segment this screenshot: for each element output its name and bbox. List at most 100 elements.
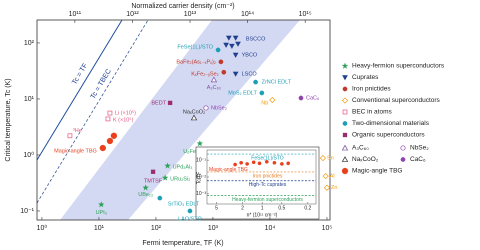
legend-marker xyxy=(400,145,406,151)
legend-marker xyxy=(342,121,348,126)
marker xyxy=(269,96,276,104)
legend-marker xyxy=(400,157,406,162)
tc-tbec-line xyxy=(36,19,149,204)
marker xyxy=(319,154,327,162)
point-label: ³He xyxy=(73,128,82,134)
point-label: UPd₂Al₃ xyxy=(173,164,193,170)
point-label: Li (×10⁵) xyxy=(115,110,136,117)
marker xyxy=(99,144,106,152)
plot-frame xyxy=(36,19,331,221)
marker xyxy=(106,137,114,145)
x-tick-label: 10² xyxy=(151,225,162,232)
inset-line-label: Iron pnictides xyxy=(253,173,283,179)
legend-label: Two-dimensional materials xyxy=(352,120,430,127)
point-label: A₃C₆₀ xyxy=(207,85,221,91)
line-label: Tc = TF xyxy=(71,62,89,86)
x-tick-label: 10⁴ xyxy=(265,225,276,232)
inset-point xyxy=(245,162,249,166)
legend-marker xyxy=(341,144,349,151)
legend-marker xyxy=(342,109,348,115)
inset-point xyxy=(286,161,290,166)
tc-tf-line xyxy=(36,19,123,161)
point-label: Zn xyxy=(331,185,337,191)
marker xyxy=(187,208,193,214)
point-label: ZrNCl EDLT xyxy=(262,80,292,86)
x2-tick-label: 10¹⁵ xyxy=(299,11,312,18)
legend-label: CaC₆ xyxy=(410,156,426,163)
point-label: Magic-angle TBG xyxy=(54,148,97,154)
point-label: FeSe(1L)/STO xyxy=(177,44,213,50)
marker xyxy=(150,169,156,174)
point-label: Al xyxy=(330,174,335,180)
marker xyxy=(110,132,118,139)
inset-x-tick-label: 0.5 xyxy=(278,205,285,211)
inset-y-tick-label: 10⁻² xyxy=(196,174,206,180)
point-label: UBe₁₃ xyxy=(138,192,153,198)
marker xyxy=(232,35,239,41)
inset-line-label: Heavy-fermion superconductors xyxy=(232,197,303,203)
inset-y-tick-label: 10⁻³ xyxy=(196,191,206,197)
marker xyxy=(161,174,169,181)
inset-frame xyxy=(195,146,320,220)
inset-y-title: Tc/TF xyxy=(196,172,202,185)
x-tick-label: 10³ xyxy=(208,225,219,232)
marker xyxy=(229,43,235,49)
marker xyxy=(164,162,171,169)
point-label: SrTiO₃ EDLT xyxy=(168,202,200,208)
marker xyxy=(97,201,105,208)
point-label: YBCO xyxy=(242,52,258,58)
marker xyxy=(232,71,239,77)
marker xyxy=(323,184,331,191)
point-label: MoS₂ EDLT xyxy=(228,90,257,96)
marker xyxy=(218,59,224,65)
x-tick-label: 10⁵ xyxy=(322,225,333,232)
legend-label: A₃C₆₀ xyxy=(352,145,369,152)
legend-marker xyxy=(341,156,349,162)
point-label: LAO/STO xyxy=(178,216,202,222)
inset-point xyxy=(265,159,269,164)
x-axis-title: Fermi temperature, TF (K) xyxy=(142,240,223,247)
marker xyxy=(259,90,265,96)
inset: Tc/TF n* (10¹¹ cm⁻²) 5 2 1 0.5 0.2 10⁻¹ 10⁻² 10… xyxy=(195,146,320,220)
inset-line-label: High-Tc cuprates xyxy=(249,182,287,188)
y-tick-label: 10² xyxy=(24,40,35,47)
x2-axis-title: Normalized carrier density (cm⁻²) xyxy=(131,3,234,10)
point-label: LSCO xyxy=(242,71,258,77)
inset-x-tick-label: 0.2 xyxy=(304,205,311,211)
y-axis-title: Critical temperature, Tc (K) xyxy=(5,78,12,161)
marker xyxy=(157,195,163,201)
marker xyxy=(67,133,73,139)
point-label: TMTSF xyxy=(144,178,163,184)
x-tick-label: 10¹ xyxy=(94,225,105,232)
marker xyxy=(142,184,149,191)
legend-label: Organic superconductors xyxy=(352,132,425,139)
legend-marker xyxy=(342,75,348,81)
inset-point xyxy=(280,162,284,166)
marker xyxy=(190,114,198,121)
legend-label: Magic-angle TBG xyxy=(352,168,402,175)
y-tick-label: 10¹ xyxy=(24,96,35,103)
inset-point xyxy=(257,161,262,166)
point-label: Nb xyxy=(261,100,268,106)
inset-x-tick-label: 1 xyxy=(261,205,264,211)
point-label: KₓFe₂₋ᵧSe₂ xyxy=(191,72,219,78)
inset-point xyxy=(239,160,243,165)
marker xyxy=(225,35,232,41)
legend-marker xyxy=(342,86,348,92)
marker xyxy=(167,100,173,106)
legend-marker xyxy=(341,62,349,69)
legend-label: NbSe₂ xyxy=(410,145,429,152)
point-label: NbSe₂ xyxy=(211,105,227,111)
inset-x-tick-label: 5 xyxy=(215,205,218,211)
point-label: BEDT xyxy=(151,100,166,106)
x2-tick-label: 10¹² xyxy=(126,11,139,18)
legend-label: Heavy-fermion superconductors xyxy=(352,63,445,70)
legend-label: Cuprates xyxy=(352,74,379,81)
marker xyxy=(232,52,239,58)
point-label: BaFe₂(As₁₋ₓPₓ)₂ xyxy=(176,59,216,65)
marker xyxy=(235,41,241,47)
marker xyxy=(322,172,329,180)
legend-marker xyxy=(341,167,349,175)
marker xyxy=(298,95,304,101)
line-label: Tc = TBEC xyxy=(90,68,113,100)
